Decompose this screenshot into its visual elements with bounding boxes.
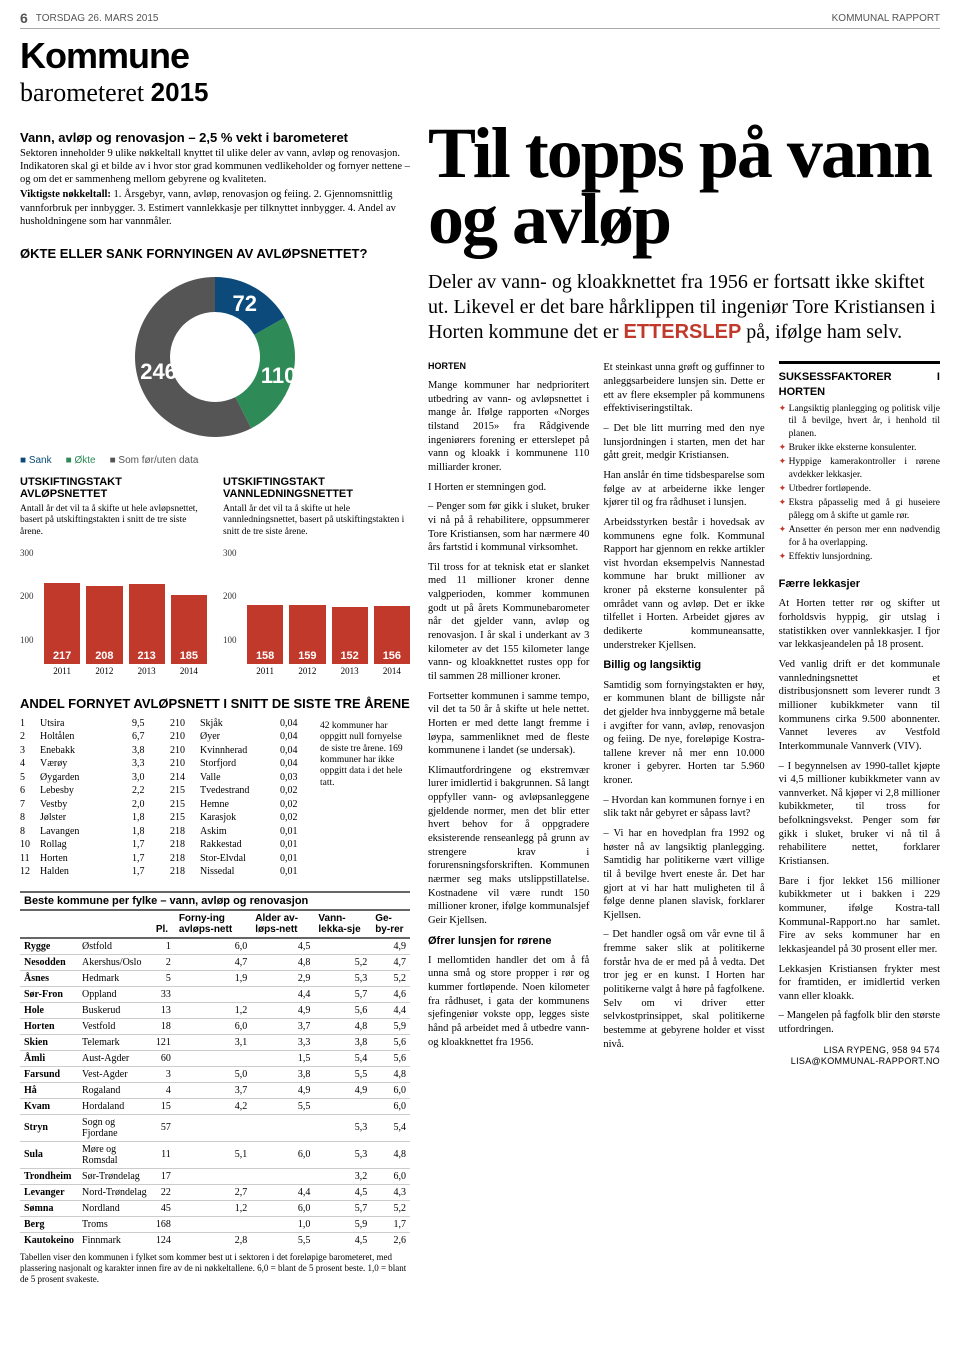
intro-title: Vann, avløp og renovasjon – 2,5 % vekt i… bbox=[20, 130, 410, 145]
standfirst-highlight: ETTERSLEP bbox=[624, 321, 742, 343]
legend-sank: Sank bbox=[20, 455, 52, 466]
chart-vann-exp: Antall år det vil ta å skifte ut hele va… bbox=[223, 504, 410, 538]
intro-key-label: Viktigste nøkkeltall: bbox=[20, 189, 111, 200]
masthead-year: 2015 bbox=[151, 77, 209, 107]
chart-avlop: UTSKIFTINGSTAKT AVLØPSNETTET Antall år d… bbox=[20, 476, 207, 678]
left-column: Vann, avløp og renovasjon – 2,5 % vekt i… bbox=[20, 120, 410, 1284]
donut-chart: 72 110 246 bbox=[65, 267, 365, 447]
page-number: 6 bbox=[20, 10, 28, 26]
page-date: TORSDAG 26. MARS 2015 bbox=[36, 13, 159, 24]
andel-left-list: 1Utsira9,52Holtålen6,73Enebakk3,84Værøy3… bbox=[20, 717, 160, 879]
donut-label-okte: 110 bbox=[261, 363, 297, 389]
andel-note: 42 kommuner har oppgitt null fornyelse d… bbox=[320, 721, 410, 879]
donut-legend: Sank Økte Som før/uten data bbox=[20, 455, 410, 466]
chart-avlop-title: UTSKIFTINGSTAKT AVLØPSNETTET bbox=[20, 476, 207, 500]
donut-label-uten: 246 bbox=[140, 359, 177, 385]
intro-body: Sektoren inneholder 9 ulike nøkkeltall k… bbox=[20, 147, 410, 186]
paper-name: KOMMUNAL RAPPORT bbox=[832, 13, 940, 24]
masthead: Kommune barometeret 2015 bbox=[20, 35, 940, 108]
intro-keys: Viktigste nøkkeltall: 1. Årsgebyr, vann,… bbox=[20, 188, 410, 227]
standfirst-b: på, ifølge ham selv. bbox=[741, 321, 902, 343]
andel-right-list: 210Skjåk0,04210Øyer0,04210Kvinnherad0,04… bbox=[170, 717, 310, 879]
legend-uten: Som før/uten data bbox=[110, 455, 199, 466]
article-body: HORTENMange kommuner har nedprioritert u… bbox=[428, 361, 940, 1068]
right-column: Til topps på vann og avløp Deler av vann… bbox=[428, 120, 940, 1284]
article-standfirst: Deler av vann- og kloakknettet fra 1956 … bbox=[428, 270, 940, 345]
masthead-line2a: barometeret bbox=[20, 78, 151, 107]
fylke-footnote: Tabellen viser den kommunen i fylket som… bbox=[20, 1252, 410, 1284]
andel-title: ANDEL FORNYET AVLØPSNETT I SNITT DE SIST… bbox=[20, 696, 410, 711]
chart-vann: UTSKIFTINGSTAKT VANNLEDNINGSNETTET Antal… bbox=[223, 476, 410, 678]
fylke-table: Beste kommune per fylke – vann, avløp og… bbox=[20, 891, 410, 1248]
legend-okte: Økte bbox=[66, 455, 96, 466]
chart-vann-title: UTSKIFTINGSTAKT VANNLEDNINGSNETTET bbox=[223, 476, 410, 500]
donut-label-sank: 72 bbox=[233, 291, 257, 317]
donut-title: ØKTE ELLER SANK FORNYINGEN AV AVLØPSNETT… bbox=[20, 246, 410, 261]
article-headline: Til topps på vann og avløp bbox=[428, 120, 940, 252]
page-header: 6 TORSDAG 26. MARS 2015 KOMMUNAL RAPPORT bbox=[20, 10, 940, 29]
masthead-line1: Kommune bbox=[20, 35, 940, 77]
chart-avlop-exp: Antall år det vil ta å skifte ut hele av… bbox=[20, 504, 207, 538]
fylke-caption: Beste kommune per fylke – vann, avløp og… bbox=[20, 892, 410, 910]
